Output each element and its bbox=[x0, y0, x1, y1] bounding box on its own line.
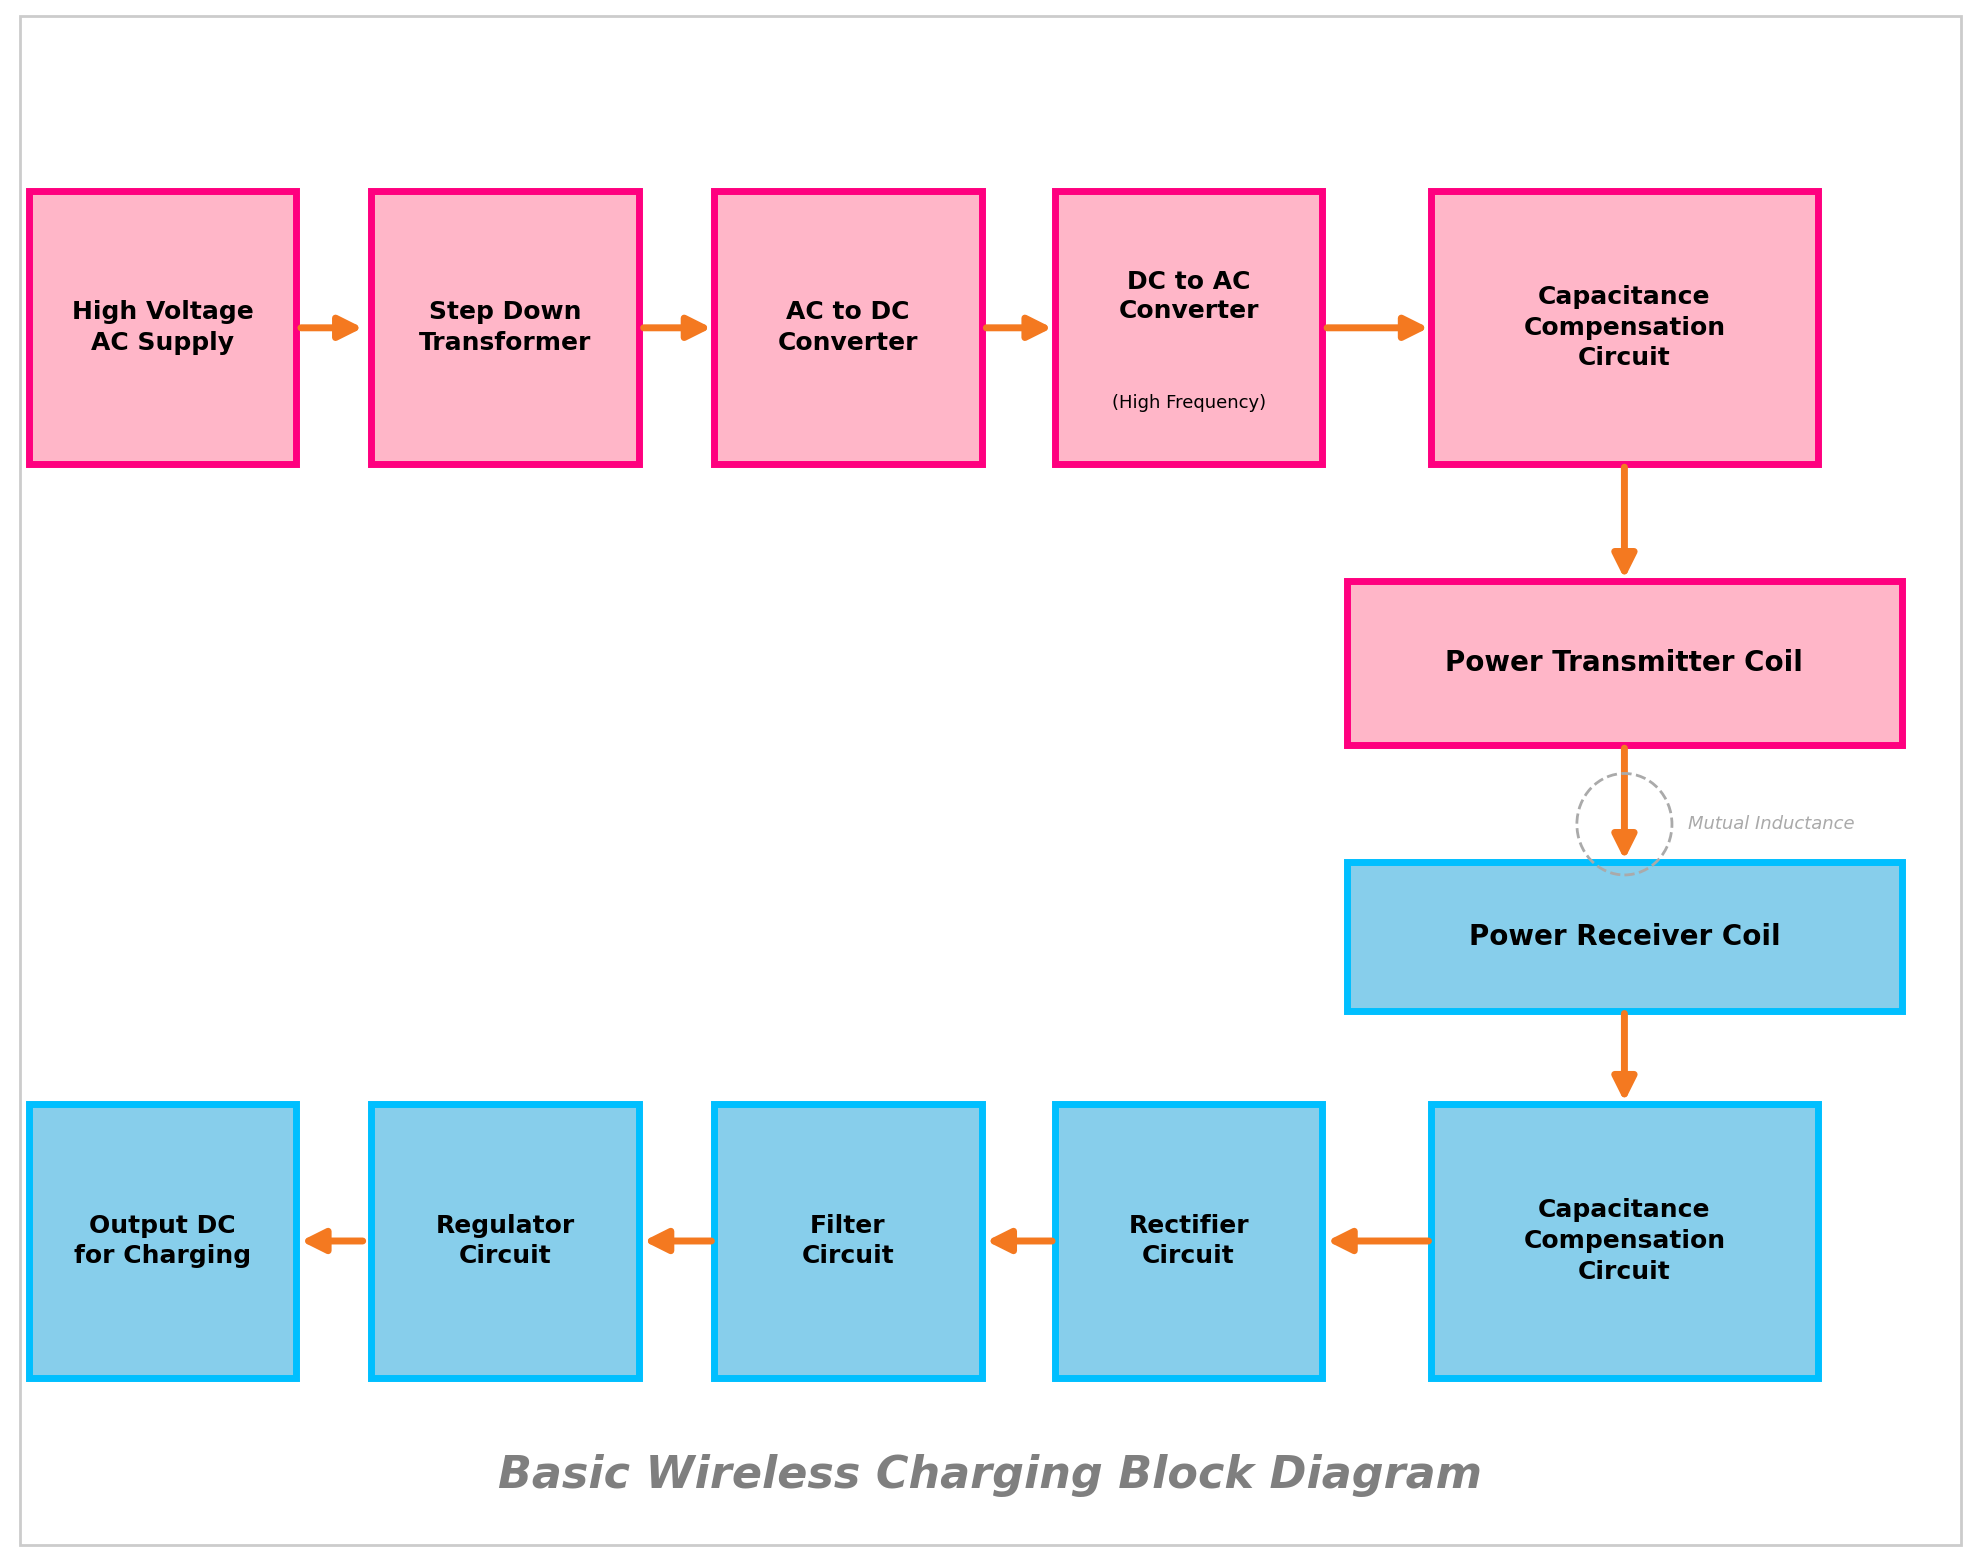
Text: AC to DC
Converter: AC to DC Converter bbox=[778, 300, 917, 356]
Text: (High Frequency): (High Frequency) bbox=[1111, 393, 1265, 412]
Text: DC to AC
Converter: DC to AC Converter bbox=[1119, 270, 1257, 323]
Text: Basic Wireless Charging Block Diagram: Basic Wireless Charging Block Diagram bbox=[499, 1453, 1481, 1497]
FancyBboxPatch shape bbox=[370, 192, 638, 465]
Text: High Voltage
AC Supply: High Voltage AC Supply bbox=[71, 300, 253, 356]
FancyBboxPatch shape bbox=[1346, 862, 1901, 1012]
FancyBboxPatch shape bbox=[1346, 582, 1901, 746]
FancyBboxPatch shape bbox=[1430, 192, 1818, 465]
Text: Step Down
Transformer: Step Down Transformer bbox=[418, 300, 592, 356]
Text: Capacitance
Compensation
Circuit: Capacitance Compensation Circuit bbox=[1523, 286, 1725, 370]
Text: Power Transmitter Coil: Power Transmitter Coil bbox=[1445, 649, 1802, 677]
FancyBboxPatch shape bbox=[28, 1105, 297, 1378]
Text: Capacitance
Compensation
Circuit: Capacitance Compensation Circuit bbox=[1523, 1199, 1725, 1283]
Text: Regulator
Circuit: Regulator Circuit bbox=[436, 1213, 574, 1269]
FancyBboxPatch shape bbox=[28, 192, 297, 465]
Text: Filter
Circuit: Filter Circuit bbox=[802, 1213, 893, 1269]
Text: Mutual Inductance: Mutual Inductance bbox=[1687, 815, 1853, 834]
FancyBboxPatch shape bbox=[1053, 192, 1323, 465]
FancyBboxPatch shape bbox=[1430, 1105, 1818, 1378]
Text: Power Receiver Coil: Power Receiver Coil bbox=[1467, 923, 1780, 951]
FancyBboxPatch shape bbox=[1053, 1105, 1323, 1378]
FancyBboxPatch shape bbox=[370, 1105, 638, 1378]
FancyBboxPatch shape bbox=[713, 192, 982, 465]
FancyBboxPatch shape bbox=[713, 1105, 982, 1378]
Text: Output DC
for Charging: Output DC for Charging bbox=[73, 1213, 251, 1269]
Text: Rectifier
Circuit: Rectifier Circuit bbox=[1129, 1213, 1247, 1269]
